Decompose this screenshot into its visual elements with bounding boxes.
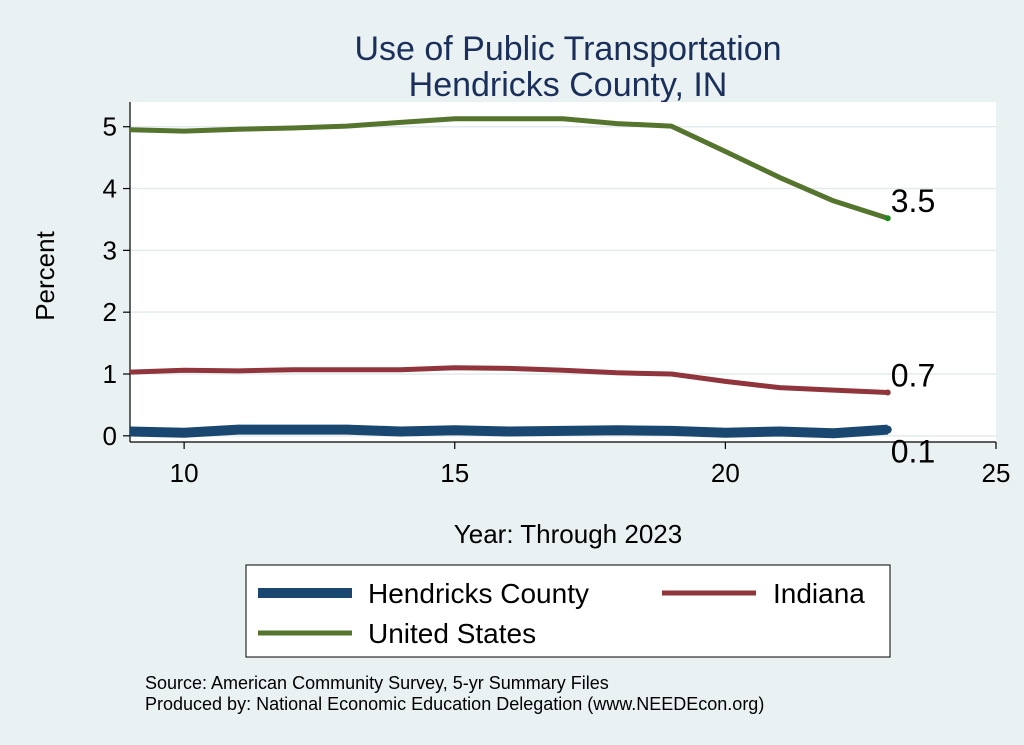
x-tick-label: 10 (170, 458, 199, 488)
y-tick-label: 2 (103, 297, 117, 327)
end-label-hendricks-county: 0.1 (891, 434, 935, 470)
y-tick-label: 5 (103, 112, 117, 142)
axes: 0 1 2 3 4 5 10 15 20 25 (103, 102, 1011, 488)
end-point-hendricks-county (883, 425, 892, 434)
y-tick-label: 1 (103, 359, 117, 389)
legend-box (245, 564, 891, 658)
end-label-united-states: 3.5 (891, 183, 935, 219)
end-label-indiana: 0.7 (891, 358, 935, 394)
x-tick-label: 25 (982, 458, 1011, 488)
y-tick-label: 3 (103, 235, 117, 265)
series-line-indiana (129, 365, 888, 395)
producer-note: Produced by: National Economic Education… (145, 694, 764, 714)
legend: Hendricks County Indiana United States (245, 564, 891, 658)
source-note: Source: American Community Survey, 5-yr … (145, 673, 609, 693)
plot-area (130, 102, 996, 442)
y-tick-label: 0 (103, 421, 117, 451)
legend-label-hendricks-county: Hendricks County (368, 578, 589, 609)
chart-subtitle: Hendricks County, IN (409, 66, 728, 104)
legend-label-indiana: Indiana (773, 578, 865, 609)
x-tick-label: 20 (711, 458, 740, 488)
end-point-united-states (884, 215, 891, 222)
x-axis-title: Year: Through 2023 (454, 519, 682, 549)
series-line-united-states (129, 116, 889, 221)
legend-label-united-states: United States (368, 618, 536, 649)
y-axis-title: Percent (30, 230, 60, 320)
x-tick-label: 15 (440, 458, 469, 488)
series-lines (129, 116, 892, 439)
end-point-indiana (884, 389, 891, 396)
chart-title: Use of Public Transportation (354, 30, 781, 68)
end-labels: 0.1 0.7 3.5 (891, 183, 935, 469)
series-line-hendricks-county (129, 424, 889, 439)
y-tick-label: 4 (103, 174, 117, 204)
grid (130, 125, 996, 437)
